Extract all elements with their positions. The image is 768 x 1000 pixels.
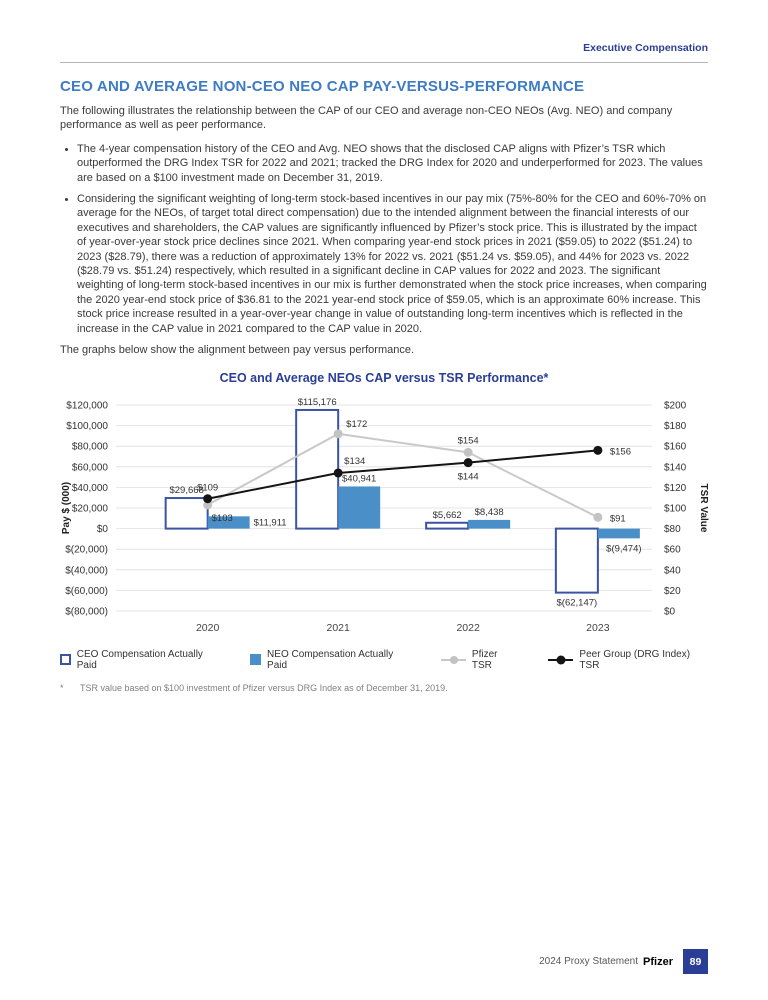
right-axis-tick: $100 [664, 503, 687, 514]
tsr-value-label: $144 [458, 471, 479, 482]
left-axis-tick: $(40,000) [65, 565, 108, 576]
x-axis-category: 2023 [586, 622, 610, 634]
right-axis-tick: $60 [664, 544, 681, 555]
bar-value-label: $5,662 [433, 509, 462, 520]
legend-item-pfizer-tsr: Pfizer TSR [440, 648, 518, 671]
ceo-bar-swatch-icon [60, 654, 71, 665]
left-axis-tick: $(80,000) [65, 606, 108, 617]
black-line-marker-icon [548, 655, 574, 664]
tsr-value-label: $91 [610, 513, 626, 524]
left-axis-tick: $60,000 [72, 462, 109, 473]
left-axis-tick: $0 [97, 524, 109, 535]
gray-line-marker-icon [440, 655, 466, 664]
pfizer-tsr-point-2021 [333, 428, 343, 438]
left-axis-tick: $(20,000) [65, 544, 108, 555]
page-footer: 2024 Proxy Statement Pfizer 89 [539, 949, 708, 974]
pfizer-tsr-point-2023 [593, 512, 603, 522]
left-axis-tick: $100,000 [66, 421, 108, 432]
peer-tsr-point-2020 [203, 493, 213, 503]
x-axis-category: 2020 [196, 622, 220, 634]
footnote-marker: * [60, 682, 64, 693]
left-axis-tick: $80,000 [72, 441, 109, 452]
right-axis-tick: $80 [664, 524, 681, 535]
bar-value-label: $40,941 [342, 473, 376, 484]
right-axis-tick: $180 [664, 421, 687, 432]
pfizer-tsr-point-2022 [463, 447, 473, 457]
right-axis-tick: $140 [664, 462, 687, 473]
pfizer-tsr-line [207, 432, 599, 518]
ceo-cap-bar-2020 [164, 496, 209, 530]
section-title: CEO AND AVERAGE NON-CEO NEO CAP PAY-VERS… [60, 78, 585, 95]
left-axis-title: Pay $ (000) [61, 481, 72, 533]
footnote-text: TSR value based on $100 investment of Pf… [80, 682, 448, 693]
tsr-value-label: $154 [458, 435, 479, 446]
ceo-cap-bar-2021 [295, 408, 340, 530]
intro-paragraph: The following illustrates the relationsh… [60, 105, 673, 132]
footer-brand: Pfizer [643, 955, 673, 968]
peer-tsr-line [207, 448, 598, 500]
bar-value-label: $8,438 [475, 506, 504, 517]
right-axis-title: TSR Value [698, 483, 709, 532]
legend-label: Pfizer TSR [471, 648, 498, 671]
right-axis-tick: $0 [664, 606, 676, 617]
peer-tsr-point-2021 [333, 467, 343, 477]
left-axis-tick: $20,000 [72, 503, 109, 514]
tsr-value-label: $109 [197, 482, 218, 493]
legend-label: NEO Compensation Actually Paid [267, 648, 394, 671]
right-axis-tick: $160 [664, 441, 687, 452]
cap-vs-tsr-chart: $120,000 $200 $100,000 $180 $80,000 $160 $60,0… [60, 391, 709, 671]
right-axis-tick: $20 [664, 585, 681, 596]
neo-cap-bar-2022 [468, 519, 511, 529]
neo-bar-swatch-icon [250, 654, 262, 665]
ceo-cap-bar-2023 [554, 527, 599, 594]
peer-tsr-point-2023 [593, 445, 603, 455]
legend-item-ceo-cap: CEO Compensation Actually Paid [60, 649, 220, 671]
page-header: Executive Compensation [60, 38, 708, 63]
peer-tsr-point-2022 [463, 457, 473, 467]
bullet-list: The 4-year compensation history of the C… [60, 142, 708, 336]
neo-cap-bar-2020 [207, 515, 250, 529]
header-section-label: Executive Compensation [583, 42, 708, 54]
bar-value-label: $(9,474) [606, 543, 641, 554]
pfizer-tsr-point-2020 [203, 499, 213, 509]
tsr-value-label: $134 [344, 455, 365, 466]
footer-doc-name: 2024 Proxy Statement [539, 956, 639, 967]
legend-item-neo-cap: NEO Compensation Actually Paid [250, 649, 410, 671]
legend-label: Peer Group (DRG Index) TSR [579, 648, 691, 671]
chart-legend: CEO Compensation Actually Paid NEO Compe… [60, 649, 708, 671]
page-number-badge: 89 [683, 949, 708, 974]
right-axis-tick: $200 [664, 400, 687, 411]
chart-footnote: * TSR value based on $100 investment of … [60, 683, 708, 693]
tsr-value-label: $156 [610, 446, 631, 457]
right-axis-tick: $120 [664, 482, 687, 493]
tsr-value-label: $172 [346, 418, 367, 429]
bullet-item: The 4-year compensation history of the C… [77, 142, 708, 185]
bar-value-label: $(62,147) [557, 597, 598, 608]
bar-value-label: $29,668 [169, 485, 203, 496]
chart-canvas: $120,000 $200 $100,000 $180 $80,000 $160 $60,0… [61, 396, 709, 634]
chart-title: CEO and Average NEOs CAP versus TSR Perf… [219, 370, 549, 385]
left-axis-tick: $120,000 [66, 400, 108, 411]
bar-value-label: $11,911 [254, 517, 287, 528]
right-axis-tick: $40 [664, 565, 681, 576]
left-axis-tick: $40,000 [72, 482, 109, 493]
neo-cap-bar-2023 [597, 528, 640, 538]
x-axis-category: 2022 [456, 622, 480, 634]
legend-label: CEO Compensation Actually Paid [76, 648, 203, 671]
legend-item-peer-tsr: Peer Group (DRG Index) TSR [548, 649, 708, 671]
x-axis-category: 2021 [326, 622, 350, 634]
graphs-note: The graphs below show the alignment betw… [60, 344, 415, 357]
tsr-value-label: $103 [212, 512, 233, 523]
ceo-cap-bar-2022 [425, 521, 470, 530]
bar-value-label: $115,176 [298, 396, 337, 407]
bullet-item: Considering the significant weighting of… [77, 192, 708, 336]
left-axis-tick: $(60,000) [65, 585, 108, 596]
neo-cap-bar-2021 [338, 485, 381, 529]
